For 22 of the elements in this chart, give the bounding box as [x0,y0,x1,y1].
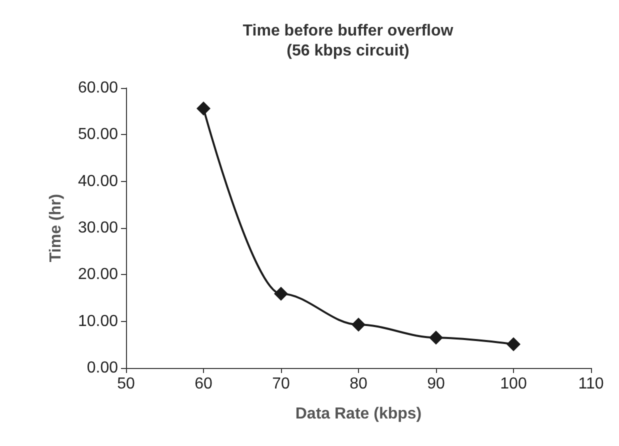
x-tick-label: 60 [194,376,212,392]
x-tick-label: 100 [500,376,527,392]
chart-title: Time before buffer overflow (56 kbps circuit) [242,22,454,60]
point [352,318,366,332]
x-tick-label: 90 [427,376,445,392]
point [429,330,443,345]
x-axis-title: Data Rate (kbps) [295,406,422,422]
x-tick-label: 110 [578,376,604,392]
y-tick-label: 40.00 [78,172,118,190]
point [196,102,210,116]
y-tick-label: 30.00 [78,220,118,236]
y-tick-label: 0.00 [86,360,118,376]
y-tick-label: 60.00 [78,80,118,96]
point [506,337,520,352]
x-tick-label: 70 [272,376,290,392]
y-tick-label: 20.00 [78,266,118,284]
point [274,286,288,301]
y-axis-title: Time (hr) [48,194,64,262]
y-tick-label: 10.00 [78,312,118,330]
x-tick-label: 50 [117,376,135,392]
x-tick-label: 80 [350,376,368,392]
y-tick-label: 50.00 [78,126,118,144]
